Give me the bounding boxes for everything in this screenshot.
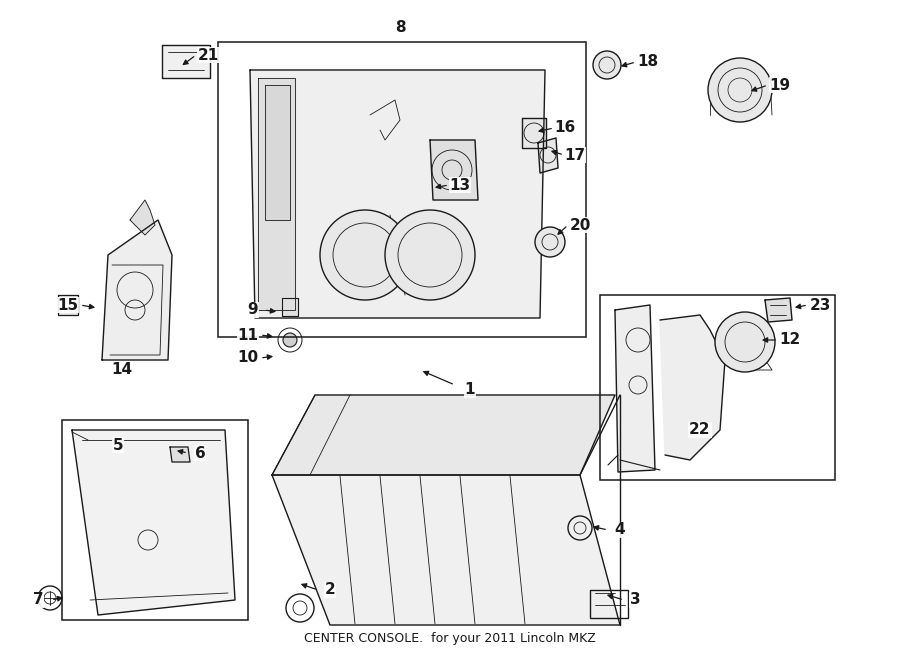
Polygon shape [102, 220, 172, 360]
Bar [590, 590, 628, 618]
Polygon shape [250, 70, 545, 318]
Text: 11: 11 [238, 327, 258, 342]
Polygon shape [58, 295, 78, 315]
Text: 20: 20 [570, 217, 590, 233]
Circle shape [715, 312, 775, 372]
Text: 9: 9 [248, 303, 258, 317]
Text: 7: 7 [32, 592, 43, 607]
Polygon shape [272, 475, 620, 625]
Text: 23: 23 [809, 297, 831, 313]
Polygon shape [660, 315, 725, 460]
Text: CENTER CONSOLE.  for your 2011 Lincoln MKZ: CENTER CONSOLE. for your 2011 Lincoln MK… [304, 632, 596, 645]
Polygon shape [282, 298, 298, 316]
Polygon shape [72, 430, 235, 615]
Text: 22: 22 [689, 422, 711, 438]
Bar [600, 295, 835, 480]
Text: 17: 17 [564, 147, 586, 163]
Circle shape [385, 210, 475, 300]
Text: 1: 1 [464, 383, 475, 397]
Polygon shape [430, 140, 478, 200]
Text: 8: 8 [395, 20, 405, 36]
Text: 18: 18 [637, 54, 659, 69]
Text: 12: 12 [779, 332, 801, 348]
Text: 16: 16 [554, 120, 576, 136]
Text: 19: 19 [770, 77, 790, 93]
Circle shape [535, 227, 565, 257]
Polygon shape [170, 447, 190, 462]
Polygon shape [258, 78, 295, 310]
Polygon shape [130, 200, 155, 235]
Polygon shape [522, 118, 546, 148]
Circle shape [320, 210, 410, 300]
Polygon shape [272, 395, 615, 475]
Text: 3: 3 [630, 592, 640, 607]
Text: 10: 10 [238, 350, 258, 366]
Polygon shape [765, 298, 792, 322]
Bar [218, 42, 586, 337]
Polygon shape [615, 305, 655, 472]
Text: 15: 15 [58, 297, 78, 313]
Polygon shape [265, 85, 290, 220]
Text: 6: 6 [194, 446, 205, 461]
Polygon shape [538, 138, 558, 173]
Text: 21: 21 [197, 48, 219, 63]
Text: 13: 13 [449, 178, 471, 192]
Text: 5: 5 [112, 438, 123, 453]
Circle shape [283, 333, 297, 347]
Circle shape [593, 51, 621, 79]
Polygon shape [162, 45, 210, 78]
Bar [62, 420, 248, 620]
Text: 2: 2 [325, 582, 336, 598]
Text: 14: 14 [112, 362, 132, 377]
Circle shape [708, 58, 772, 122]
Text: 4: 4 [615, 522, 626, 537]
